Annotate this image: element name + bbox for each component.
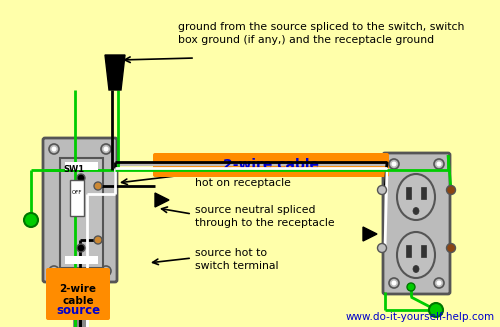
Circle shape — [77, 174, 85, 182]
Text: source hot to
switch terminal: source hot to switch terminal — [195, 248, 278, 271]
Polygon shape — [105, 55, 125, 90]
Ellipse shape — [397, 232, 435, 278]
Bar — [70, 180, 84, 216]
Circle shape — [24, 213, 38, 227]
Circle shape — [446, 244, 456, 252]
Ellipse shape — [413, 266, 419, 272]
Bar — [421, 245, 426, 257]
Ellipse shape — [397, 174, 435, 220]
FancyBboxPatch shape — [153, 153, 389, 177]
Polygon shape — [155, 193, 169, 207]
Bar — [65, 256, 98, 264]
Circle shape — [378, 244, 386, 252]
Bar — [73, 270, 89, 327]
Bar — [406, 245, 411, 257]
Circle shape — [49, 144, 59, 154]
Circle shape — [52, 146, 57, 151]
Bar — [406, 187, 411, 199]
Circle shape — [94, 236, 102, 244]
FancyBboxPatch shape — [383, 153, 450, 294]
Circle shape — [436, 162, 442, 166]
Circle shape — [389, 278, 399, 288]
Text: source: source — [56, 304, 100, 317]
FancyBboxPatch shape — [43, 138, 117, 282]
FancyBboxPatch shape — [46, 268, 110, 320]
Circle shape — [94, 182, 102, 190]
Text: other switch terminal to
hot on receptacle: other switch terminal to hot on receptac… — [195, 165, 326, 188]
Circle shape — [389, 159, 399, 169]
Text: OFF: OFF — [72, 190, 83, 195]
Circle shape — [104, 268, 108, 273]
Bar — [65, 162, 98, 170]
Text: www.do-it-yourself-help.com: www.do-it-yourself-help.com — [346, 312, 495, 322]
Circle shape — [77, 244, 85, 252]
Ellipse shape — [413, 208, 419, 215]
Text: SW1: SW1 — [63, 165, 84, 174]
Bar — [421, 187, 426, 199]
Circle shape — [429, 303, 443, 317]
Circle shape — [49, 266, 59, 276]
Circle shape — [392, 162, 396, 166]
Circle shape — [446, 185, 456, 195]
Text: source neutral spliced
through to the receptacle: source neutral spliced through to the re… — [195, 205, 334, 228]
Circle shape — [101, 144, 111, 154]
Polygon shape — [363, 227, 377, 241]
Circle shape — [436, 281, 442, 285]
Circle shape — [392, 281, 396, 285]
Text: 2-wire
cable: 2-wire cable — [60, 284, 96, 306]
Circle shape — [104, 146, 108, 151]
Text: ground from the source spliced to the switch, switch
box ground (if any,) and th: ground from the source spliced to the sw… — [178, 22, 465, 45]
Text: 2-wire cable: 2-wire cable — [223, 158, 319, 172]
Circle shape — [101, 266, 111, 276]
Circle shape — [434, 159, 444, 169]
Circle shape — [434, 278, 444, 288]
Bar — [60, 158, 103, 268]
Circle shape — [407, 283, 415, 291]
Circle shape — [52, 268, 57, 273]
Circle shape — [378, 185, 386, 195]
